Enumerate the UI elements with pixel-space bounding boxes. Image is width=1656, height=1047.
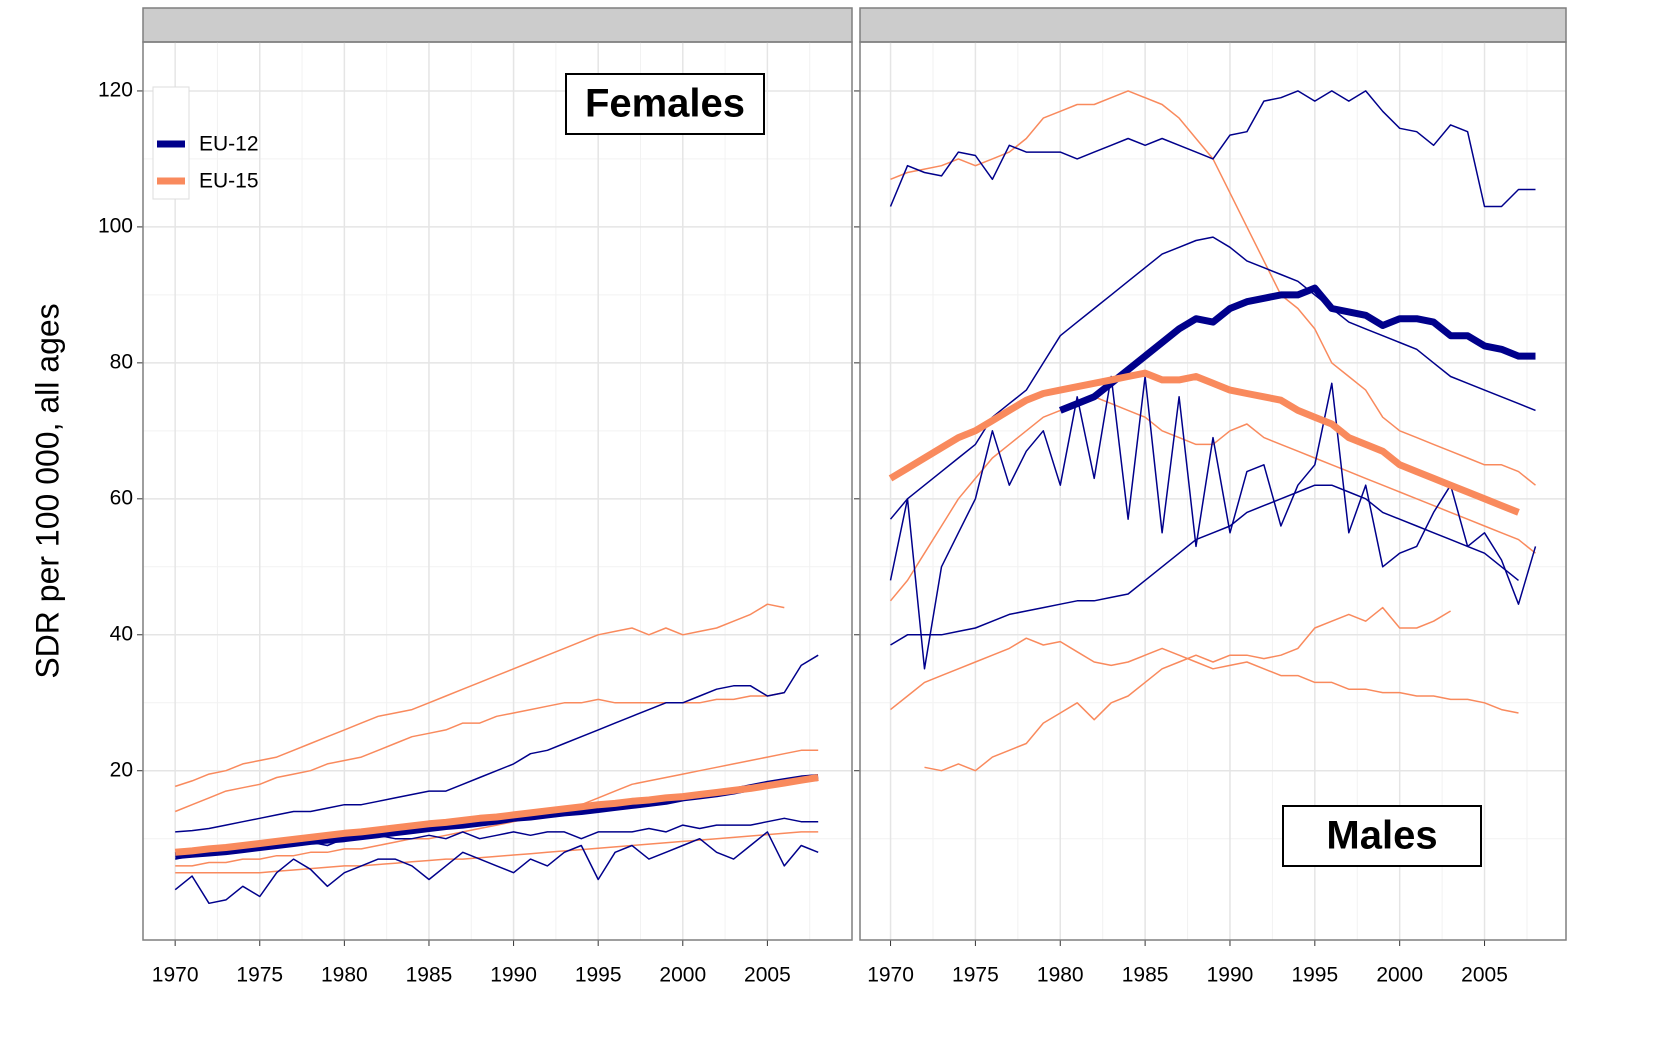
x-tick-label: 1995 <box>575 964 622 987</box>
y-tick-label: 120 <box>98 78 133 101</box>
series-line <box>175 749 819 867</box>
series-line <box>890 637 1519 714</box>
series-line <box>1058 284 1536 414</box>
x-tick-label: 2005 <box>1461 964 1508 987</box>
x-tick-label: 1985 <box>406 964 453 987</box>
x-tick-label: 1980 <box>321 964 368 987</box>
x-tick-label: 2005 <box>744 964 791 987</box>
strip <box>142 7 853 43</box>
x-tick-label: 1970 <box>152 964 199 987</box>
y-tick-label: 80 <box>110 350 133 373</box>
series-line <box>174 774 819 856</box>
series-line <box>889 375 1537 670</box>
x-tick-label: 1970 <box>867 964 914 987</box>
series-line <box>890 484 1519 646</box>
annotation: Females <box>585 82 745 126</box>
series-line <box>889 90 1536 208</box>
strip <box>859 7 1567 43</box>
y-tick-label: 20 <box>110 758 133 781</box>
x-tick-label: 1975 <box>952 964 999 987</box>
panel-border <box>142 41 853 941</box>
y-tick-label: 60 <box>110 486 133 509</box>
panel-border <box>859 41 1567 941</box>
series-line <box>174 603 785 788</box>
x-tick-label: 1985 <box>1122 964 1169 987</box>
annotation-box <box>1282 805 1482 867</box>
series-line <box>889 236 1536 520</box>
series-line <box>175 654 819 833</box>
series-line <box>888 369 1520 516</box>
x-tick-label: 2000 <box>659 964 706 987</box>
legend-label: EU-15 <box>199 170 259 193</box>
annotation-box <box>565 73 765 135</box>
x-tick-label: 1975 <box>236 964 283 987</box>
x-tick-label: 1990 <box>490 964 537 987</box>
series-line <box>889 396 1536 602</box>
series-line <box>924 606 1451 772</box>
x-tick-label: 1980 <box>1037 964 1084 987</box>
x-tick-label: 2000 <box>1376 964 1423 987</box>
y-tick-label: 100 <box>98 214 133 237</box>
x-tick-label: 1995 <box>1291 964 1338 987</box>
y-tick-label: 40 <box>110 622 133 645</box>
series-line <box>174 831 819 905</box>
y-axis-label: SDR per 100 000, all ages <box>29 303 65 678</box>
annotation: Males <box>1326 814 1437 858</box>
legend-label: EU-12 <box>199 133 259 156</box>
x-tick-label: 1990 <box>1207 964 1254 987</box>
series-line <box>175 831 819 874</box>
